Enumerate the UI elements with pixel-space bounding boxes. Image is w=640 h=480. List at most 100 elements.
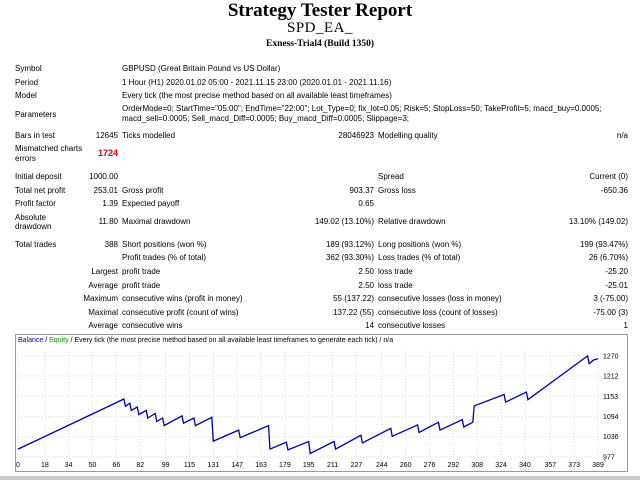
legend-description: / Every tick (the most precise method ba… <box>68 337 394 344</box>
reldd-value: 13.10% (149.02) <box>568 217 628 226</box>
x-tick-label: 227 <box>351 462 363 469</box>
x-tick-label: 50 <box>89 462 97 469</box>
profit-trades-label: Profit trades (% of total) <box>122 253 207 262</box>
x-tick-label: 389 <box>592 462 604 469</box>
short-label: Short positions (won %) <box>122 240 207 249</box>
mismatch-value: 1724 <box>97 148 118 158</box>
grossloss-label: Gross loss <box>378 186 416 195</box>
legend-equity: Equity <box>49 337 69 344</box>
maxdd-label: Maximal drawdown <box>122 217 191 226</box>
y-tick-label: 977 <box>603 455 615 462</box>
x-tick-label: 244 <box>376 462 388 469</box>
avglosses-value: 1 <box>623 321 628 330</box>
deposit-label: Initial deposit <box>15 172 62 181</box>
ticks-label: Ticks modelled <box>122 131 176 140</box>
model-value: Every tick (the most precise method base… <box>122 91 392 100</box>
mismatch-label: Mismatched charts <box>15 144 83 153</box>
balance-chart-svg: 977 1036 1094 1153 1212 1270 0 18 34 50 66 82 99 115… <box>16 349 619 469</box>
x-tick-label: 260 <box>400 462 412 469</box>
bars-value: 12645 <box>95 131 118 140</box>
x-tick-label: 115 <box>184 462 195 469</box>
spread-value: Current (0) <box>589 172 628 181</box>
x-tick-label: 195 <box>303 462 315 469</box>
chart-grid <box>17 349 599 458</box>
maxlosses-value: 3 (-75.00) <box>593 294 628 303</box>
x-tick-label: 163 <box>255 462 267 469</box>
symbol-value: GBPUSD (Great Britain Pound vs US Dollar… <box>122 64 281 73</box>
parameters-line-2: macd_sell=0.0005; Sell_macd_Diff=0.0005;… <box>122 114 410 123</box>
maxwins-label: consecutive wins (profit in money) <box>122 294 243 303</box>
report-title: Strategy Tester Report <box>227 0 413 21</box>
chart-y-ticks: 977 1036 1094 1153 1212 1270 <box>603 353 619 461</box>
grossprofit-label: Gross profit <box>122 186 164 195</box>
pf-label: Profit factor <box>15 199 56 208</box>
long-value: 199 (93.47%) <box>579 240 628 249</box>
largest-loss-value: -25.20 <box>605 267 628 276</box>
x-tick-label: 324 <box>495 462 507 469</box>
x-tick-label: 147 <box>231 462 243 469</box>
average-profit-value: 2.50 <box>358 281 374 290</box>
maxloss-label: consecutive loss (count of losses) <box>378 308 498 317</box>
x-tick-label: 276 <box>424 462 436 469</box>
legend-balance: Balance <box>18 337 44 344</box>
loss-trades-value: 26 (6.70%) <box>588 253 628 262</box>
legend-separator: / <box>43 337 50 344</box>
quality-value: n/a <box>616 131 628 140</box>
x-tick-label: 179 <box>279 462 291 469</box>
payoff-label: Expected payoff <box>122 199 180 208</box>
grossloss-value: -650.36 <box>600 186 628 195</box>
ticks-value: 28046923 <box>338 131 374 140</box>
long-label: Long positions (won %) <box>378 240 462 249</box>
x-tick-label: 66 <box>113 462 121 469</box>
period-value: 1 Hour (H1) 2020.01.02 05:00 - 2021.11.1… <box>122 78 392 87</box>
maxprofit-label: consecutive profit (count of wins) <box>122 308 239 317</box>
server-build: Exness-Trial4 (Build 1350) <box>265 39 375 49</box>
maxlosses-label: consecutive losses (loss in money) <box>378 294 502 303</box>
x-tick-label: 308 <box>471 462 483 469</box>
loss-trades-label: Loss trades (% of total) <box>378 253 461 262</box>
avgcons-label: Average <box>88 321 118 330</box>
model-label: Model <box>15 91 37 100</box>
maximum-label: Maximum <box>83 294 118 303</box>
absdd-label-2: drawdown <box>15 222 52 231</box>
maxwins-value: 55 (137.22) <box>333 294 374 303</box>
average-label: Average <box>88 281 118 290</box>
largest-profit-value: 2.50 <box>358 267 374 276</box>
average-profit-label: profit trade <box>122 281 161 290</box>
maximal-label: Maximal <box>88 308 118 317</box>
chart-x-ticks: 0 18 34 50 66 82 99 115 131 147 163 179 195 211 227 244… <box>16 462 604 469</box>
payoff-value: 0.65 <box>358 199 374 208</box>
deposit-value: 1000.00 <box>89 172 118 181</box>
x-tick-label: 131 <box>207 462 219 469</box>
x-tick-label: 211 <box>327 462 338 469</box>
grossprofit-value: 903.37 <box>349 186 374 195</box>
x-tick-label: 357 <box>544 462 556 469</box>
trades-label: Total trades <box>15 240 57 249</box>
chart-lines <box>17 354 599 455</box>
x-tick-label: 0 <box>16 462 20 469</box>
maxloss-value: -75.00 (3) <box>593 308 628 317</box>
period-label: Period <box>15 78 39 87</box>
balance-line <box>17 354 599 455</box>
short-value: 189 (93.12%) <box>325 240 374 249</box>
spread-label: Spread <box>378 172 404 181</box>
x-tick-label: 340 <box>519 462 531 469</box>
maxprofit-value: 137.22 (55) <box>333 308 374 317</box>
quality-label: Modelling quality <box>378 131 438 140</box>
maxdd-value: 149.02 (13.10%) <box>314 217 374 226</box>
trades-value: 388 <box>104 240 118 249</box>
absdd-label: Absolute <box>15 213 47 222</box>
pf-value: 1.39 <box>102 199 118 208</box>
parameters-line-1: OrderMode=0; StartTime="05:00"; EndTime=… <box>122 104 602 113</box>
mismatch-label-2: errors <box>15 154 36 163</box>
y-tick-label: 1212 <box>603 373 619 380</box>
y-tick-label: 1270 <box>603 353 619 360</box>
x-tick-label: 34 <box>65 462 73 469</box>
netprofit-label: Total net profit <box>15 186 66 195</box>
average-loss-value: -25.01 <box>605 281 628 290</box>
avgwins-label: consecutive wins <box>122 321 183 330</box>
x-tick-label: 373 <box>568 462 580 469</box>
largest-profit-label: profit trade <box>122 267 161 276</box>
largest-loss-label: loss trade <box>378 267 413 276</box>
table-header-strip <box>0 476 640 480</box>
